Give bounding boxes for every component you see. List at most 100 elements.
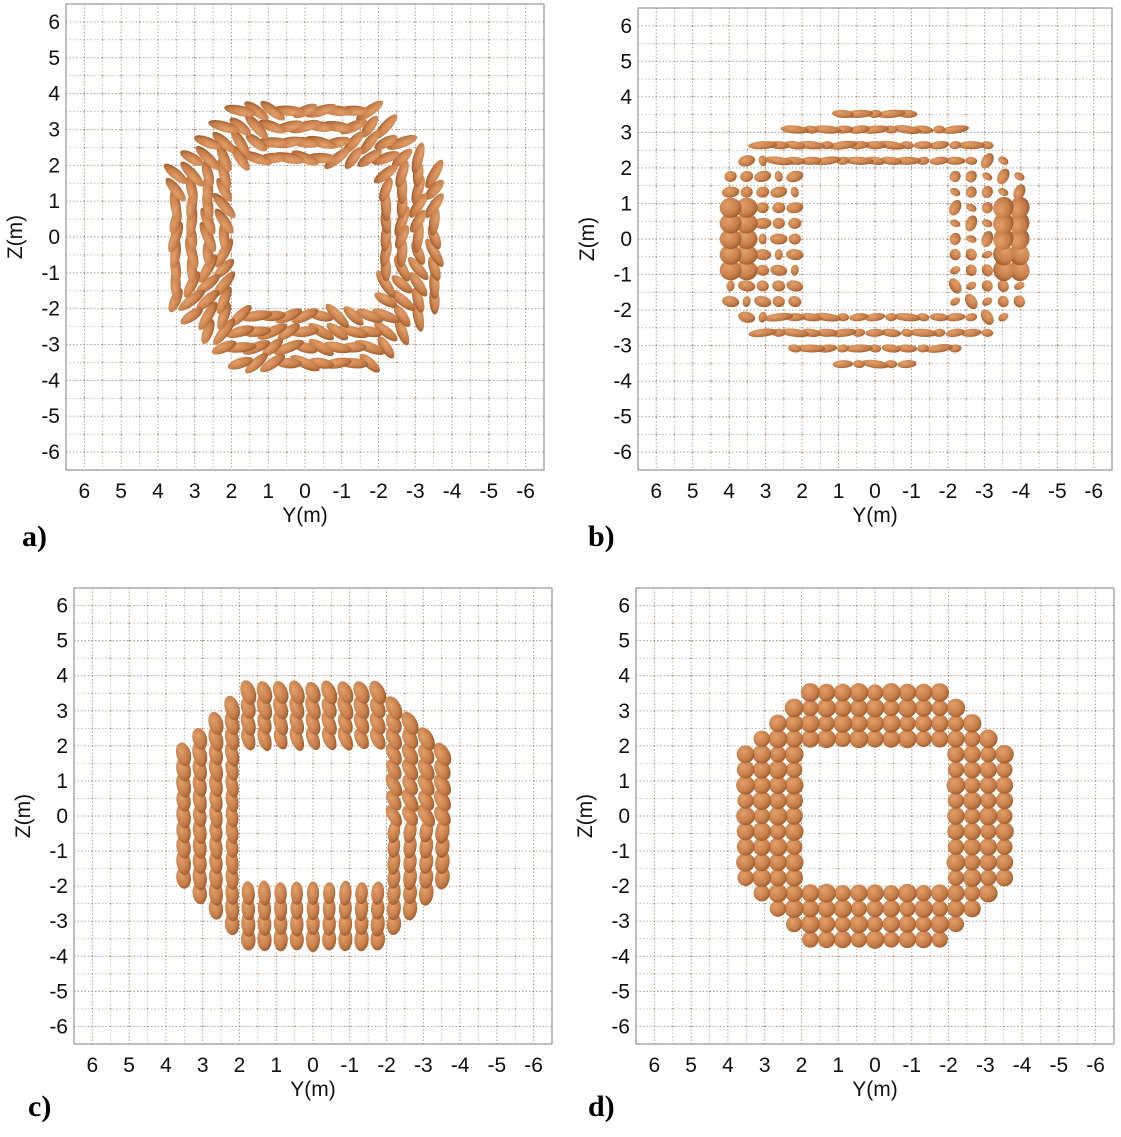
grid-point [285, 289, 288, 292]
grid-point [708, 604, 711, 607]
grid-point [165, 815, 167, 817]
grid-point [414, 397, 417, 400]
tensor-glyph [772, 217, 785, 229]
grid-point [691, 78, 694, 80]
grid-point [690, 639, 693, 642]
tensor-glyph [866, 730, 884, 748]
grid-point [1092, 380, 1095, 383]
tensor-glyph [880, 156, 902, 165]
grid-point [440, 622, 443, 624]
grid-point [293, 674, 296, 677]
grid-point [322, 254, 325, 256]
grid-point [892, 238, 895, 240]
grid-point [238, 885, 241, 888]
grid-point [385, 1008, 388, 1010]
grid-point [983, 362, 986, 365]
grid-point [404, 639, 406, 642]
grid-point [837, 780, 840, 782]
tensor-glyph [981, 219, 993, 228]
grid-point [763, 990, 766, 993]
grid-point [248, 146, 251, 149]
grid-point [193, 74, 196, 77]
grid-point [984, 604, 987, 607]
grid-point [83, 218, 86, 220]
x-tick-label: -3 [414, 1054, 433, 1077]
x-tick-label: -1 [902, 1054, 921, 1077]
grid-point [728, 380, 731, 383]
grid-point [109, 955, 112, 958]
grid-point [818, 674, 821, 677]
grid-point [477, 727, 480, 730]
tensor-glyph [833, 899, 852, 918]
tensor-glyph [196, 289, 220, 311]
grid-point [655, 24, 658, 27]
grid-point [653, 972, 656, 975]
grid-point [1039, 709, 1042, 712]
tensor-glyph [815, 328, 838, 337]
tensor-glyph [993, 259, 1014, 282]
grid-point [708, 797, 711, 800]
grid-point [928, 95, 931, 98]
tensor-glyph [947, 915, 965, 933]
tensor-glyph [425, 159, 444, 189]
grid-point [782, 131, 785, 134]
grid-point [83, 433, 86, 436]
grid-point [1057, 832, 1060, 835]
grid-point [385, 709, 388, 712]
grid-point [377, 433, 380, 436]
grid-point [965, 273, 968, 276]
y-tick-label: -6 [41, 441, 60, 464]
grid-point [146, 867, 149, 870]
grid-point [855, 398, 858, 400]
grid-point [764, 184, 767, 187]
grid-point [293, 990, 296, 993]
grid-point [322, 307, 325, 310]
grid-point [671, 622, 674, 624]
grid-point [101, 415, 104, 418]
grid-point [910, 955, 913, 958]
grid-point [330, 832, 333, 835]
grid-point [801, 380, 803, 383]
grid-point [910, 326, 913, 329]
grid-point [1056, 398, 1059, 400]
x-tick-label: -2 [939, 480, 958, 503]
grid-point [322, 379, 325, 382]
grid-point [201, 937, 204, 940]
grid-point [385, 850, 388, 852]
tensor-glyph [719, 244, 742, 265]
grid-point [1076, 885, 1079, 888]
grid-point [837, 674, 840, 677]
grid-point [1021, 780, 1023, 782]
grid-point [212, 200, 214, 203]
grid-point [1038, 78, 1040, 80]
tensor-glyph [882, 915, 900, 933]
grid-point [146, 657, 149, 660]
tensor-glyph [353, 681, 370, 704]
grid-point [1039, 867, 1042, 870]
grid-point [451, 182, 453, 185]
tensor-glyph [409, 193, 428, 218]
grid-point [514, 692, 517, 695]
grid-point [690, 604, 693, 607]
grid-point [212, 343, 214, 346]
grid-point [819, 113, 822, 116]
grid-point [892, 42, 895, 45]
tensor-glyph [786, 249, 804, 261]
tensor-glyph [946, 698, 966, 718]
grid-point [275, 622, 278, 624]
tensor-glyph [997, 168, 1010, 185]
grid-point [267, 307, 270, 310]
grid-point [304, 415, 306, 418]
grid-point [440, 1008, 443, 1010]
panel-d: 6 5 4 3 2 1 0 -1 -2 -3 -4 -5 -6 6 5 4 3 2 1 0 -1 -2 -3 -4 -5 -6 Y(… [560, 568, 1121, 1108]
grid-point [855, 850, 858, 852]
grid-point [109, 744, 112, 747]
grid-point [1074, 451, 1077, 454]
grid-point [1056, 202, 1059, 205]
grid-point [128, 920, 131, 923]
grid-point [201, 622, 204, 624]
grid-point [984, 674, 987, 677]
x-tick-label: 3 [760, 480, 772, 503]
tensor-glyph [978, 806, 998, 826]
grid-point [256, 797, 259, 800]
